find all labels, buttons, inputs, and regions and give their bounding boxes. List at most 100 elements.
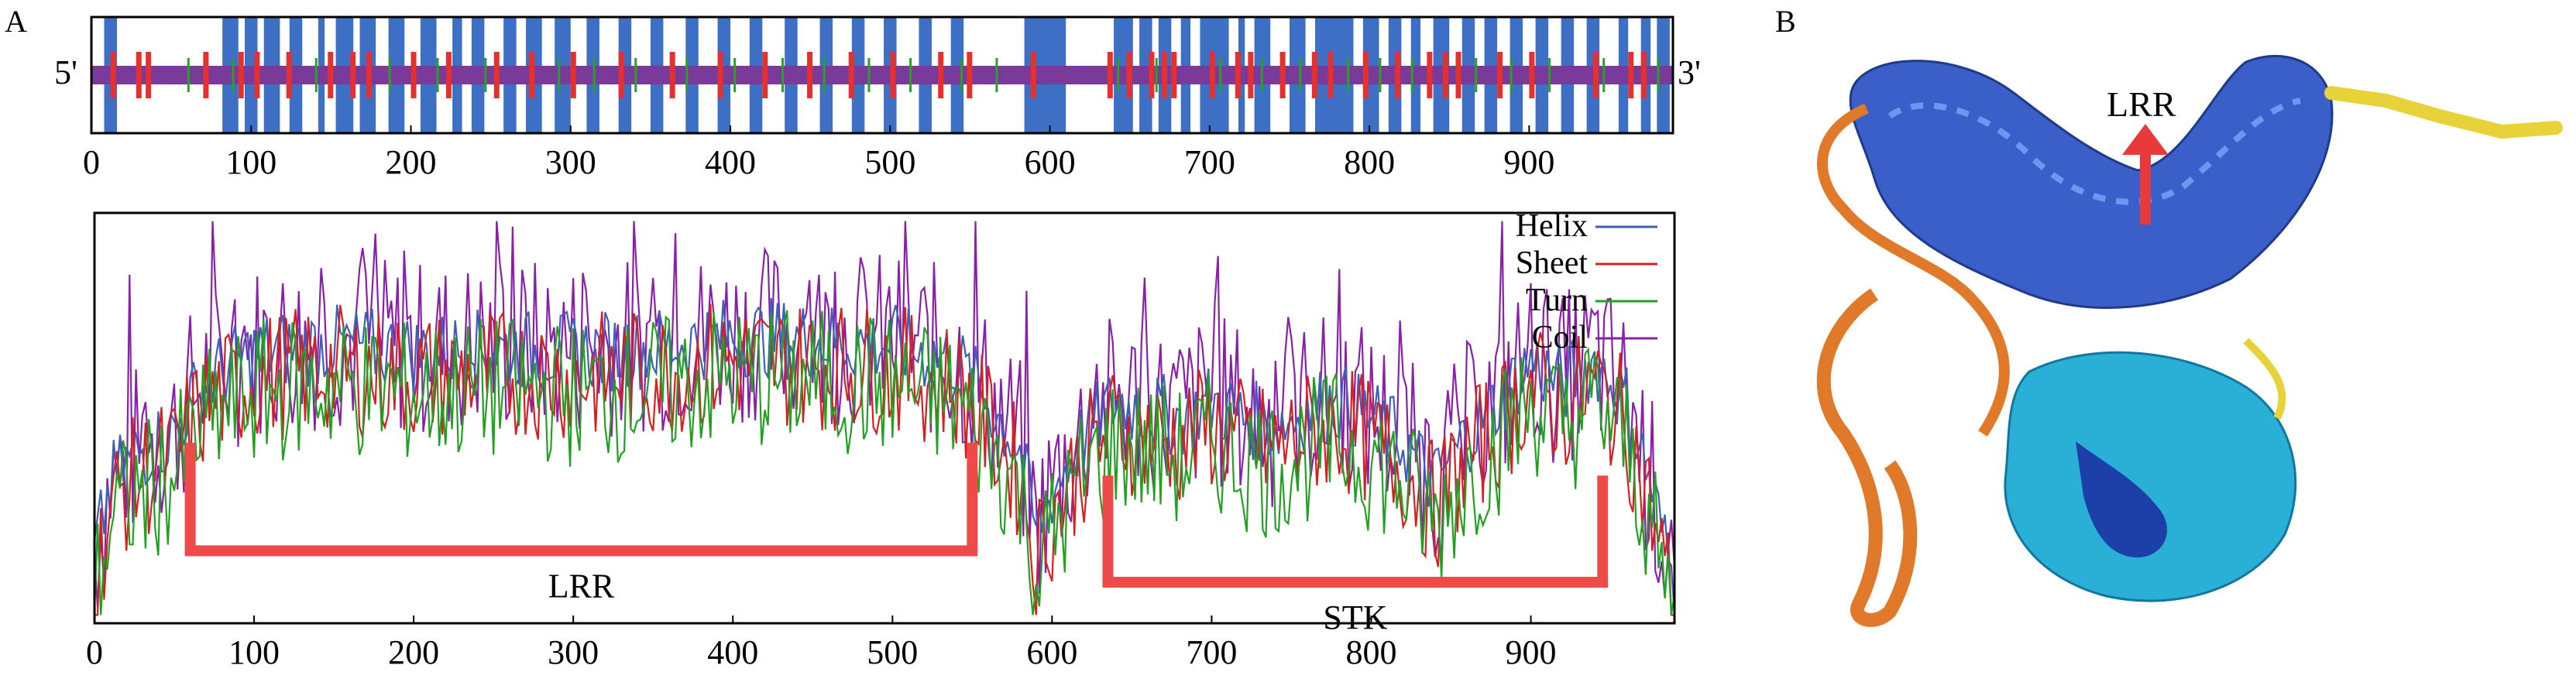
sheet-mark [328,52,334,98]
turn-mark [685,58,689,92]
turn-mark [823,58,826,92]
sheet-mark [762,52,768,98]
legend-label-coil: Coil [1532,320,1588,355]
x-tick-label: 100 [225,143,276,181]
x-tick-label: 700 [1186,633,1237,671]
turn-mark [1117,58,1120,92]
sheet-mark [717,52,723,98]
turn-mark [733,58,737,92]
sheet-mark [493,52,500,98]
lrr-domain-shape [1849,54,2334,309]
turn-mark [187,58,190,92]
x-tick-label: 0 [86,633,103,671]
x-tick-label: 400 [705,143,756,181]
sheet-mark [1497,52,1503,98]
turn-mark [1657,58,1660,92]
x-tick-label: 800 [1344,143,1395,181]
sheet-mark [669,52,675,98]
line-chart-frame [93,211,1676,625]
sheet-mark [410,52,417,98]
sheet-mark [1442,52,1448,98]
x-tick-label: 400 [707,633,758,671]
orange-hairpin [1816,288,1918,627]
sheet-mark [238,52,244,98]
turn-mark [1602,58,1606,92]
sheet-mark [1235,52,1241,98]
region-bracket-stk [1102,475,1609,588]
sheet-mark [350,52,356,98]
turn-mark [1155,58,1158,92]
sheet-mark [254,52,260,98]
sheet-mark [1209,52,1215,98]
x-tick-label: 300 [545,143,596,181]
sheet-mark [807,52,813,98]
x-tick-label: 900 [1503,143,1554,181]
region-bracket-lrr [184,442,978,557]
c-terminal-helix [2324,86,2563,139]
sheet-mark [529,52,535,98]
x-tick-label: 500 [867,633,918,671]
sheet-mark [848,52,854,98]
track-frame [90,15,1674,135]
sheet-mark [366,52,372,98]
sheet-mark [110,52,116,98]
three-prime-label: 3' [1678,53,1701,91]
turn-mark [1548,58,1551,92]
turn-mark [1299,58,1302,92]
protein-structure-illustration: LRR [1816,54,2563,627]
sheet-mark [570,52,576,98]
x-tick-label: 100 [228,633,280,671]
sheet-mark [1395,52,1401,98]
x-tick-label: 0 [83,143,100,181]
sheet-mark [1311,52,1317,98]
sheet-mark [136,52,142,98]
x-tick-label: 600 [1026,633,1077,671]
sheet-mark [1279,52,1286,98]
turn-mark [314,58,318,92]
kinase-core-helix [2076,441,2168,557]
x-tick-label: 200 [388,633,439,671]
turn-mark [436,58,439,92]
x-tick-label: 800 [1345,633,1396,671]
x-tick-label: 600 [1025,143,1076,181]
turn-mark [1379,58,1382,92]
x-tick-label: 700 [1184,143,1235,181]
secondary-structure-track: 5' 3' 0 100 200 300 400 500 600 700 800 900 [54,15,1701,181]
turn-mark [960,58,963,92]
kinase-domain-shape [2004,351,2297,602]
legend-label-sheet: Sheet [1516,245,1589,281]
sheet-mark [938,52,944,98]
sheet-mark [1171,52,1177,98]
sheet-mark [1030,52,1036,98]
x-tick-label: 900 [1506,633,1557,671]
region-label-lrr: LRR [548,567,615,605]
region-label-stk: STK [1323,598,1387,636]
sheet-mark [203,52,209,98]
sheet-mark [146,52,152,98]
lrr-strands-highlight [1887,98,2301,205]
turn-mark [1219,58,1222,92]
x-tick-label: 500 [864,143,915,181]
sheet-mark [1628,52,1634,98]
sheet-mark [1455,52,1461,98]
turn-mark [867,58,871,92]
sheet-mark [890,52,896,98]
panel-b-label: B [1775,4,1796,39]
legend-label-helix: Helix [1516,208,1588,244]
turn-mark [558,58,561,92]
turn-mark [232,58,235,92]
five-prime-label: 5' [54,53,77,91]
x-tick-label: 300 [548,633,599,671]
lrr-structure-label: LRR [2107,84,2176,124]
x-tick-label: 200 [386,143,437,181]
propensity-line-chart: LRR STK 0 100 200 300 400 500 600 700 800 900 Heli… [86,208,1676,671]
turn-mark [1510,58,1513,92]
sheet-mark [1126,52,1132,98]
left-loop [1816,103,2010,437]
sheet-mark [445,52,452,98]
sheet-mark [286,52,292,98]
turn-mark [484,58,487,92]
series-line-sheet [94,303,1674,616]
